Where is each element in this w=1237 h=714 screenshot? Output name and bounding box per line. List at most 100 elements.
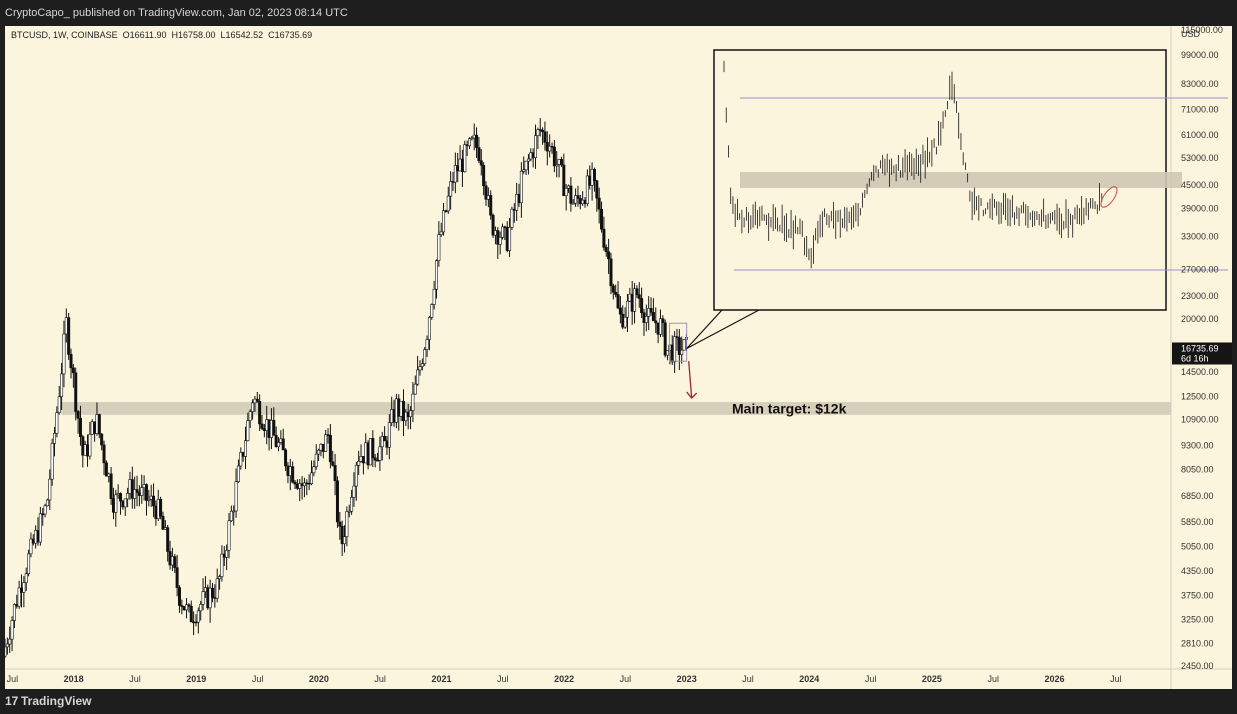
candle-body: [453, 165, 457, 183]
legend-close: C16735.69: [268, 30, 313, 40]
price-tick-label: 71000.00: [1181, 105, 1219, 115]
candle-body: [64, 317, 68, 335]
candle-body: [526, 158, 530, 162]
price-tick-label: 9300.00: [1181, 441, 1214, 451]
candle-body: [357, 460, 361, 466]
candle-body: [29, 538, 33, 555]
price-tick-label: 2810.00: [1181, 638, 1214, 648]
candle-body: [505, 226, 509, 251]
candle-body: [159, 498, 163, 517]
candle-body: [552, 146, 556, 167]
chart-panel[interactable]: Main target: $12k USD 115000.00 99000.00 830…: [5, 26, 1232, 689]
candle-body: [140, 487, 144, 496]
time-tick-label: 2026: [1045, 674, 1065, 684]
candle-body: [121, 500, 125, 508]
candle-body: [343, 536, 347, 545]
candle-body: [475, 134, 479, 148]
candle-body: [564, 187, 568, 197]
candle-body: [425, 339, 429, 350]
candle-body: [618, 307, 622, 315]
candle-body: [326, 434, 330, 436]
candle-body: [27, 553, 31, 575]
candle-body: [529, 152, 533, 160]
candle-body: [592, 169, 596, 181]
candle-body: [670, 344, 674, 363]
candle-body: [550, 145, 554, 148]
candle-body: [109, 473, 113, 499]
candle-body: [241, 452, 245, 457]
candle-body: [385, 440, 389, 448]
candle-body: [111, 498, 115, 513]
candle-body: [413, 383, 417, 395]
candle-body: [682, 339, 686, 351]
candle-body: [246, 420, 250, 441]
candle-body: [338, 521, 342, 527]
candle-body: [133, 489, 137, 499]
price-tick-label: 45000.00: [1181, 180, 1219, 190]
legend-high: H16758.00: [171, 30, 216, 40]
candle-body: [352, 485, 356, 498]
candle-body: [286, 465, 290, 476]
candle-body: [305, 482, 309, 485]
candle-body: [265, 419, 269, 431]
candle-body: [253, 398, 257, 404]
candle-body: [163, 527, 167, 530]
candle-body: [434, 260, 438, 290]
price-tick-label: 4350.00: [1181, 566, 1214, 576]
price-tick-label: 14500.00: [1181, 367, 1219, 377]
candle-body: [192, 621, 196, 624]
time-tick-label: 2021: [431, 674, 451, 684]
candle-body: [571, 202, 575, 205]
candle-body: [201, 591, 205, 605]
candle-body: [189, 606, 193, 623]
candle-body: [78, 417, 82, 438]
candle-body: [291, 466, 295, 483]
currency-label: USD: [1181, 29, 1201, 39]
candle-body: [522, 169, 526, 172]
candle-body: [5, 643, 9, 648]
target-arrow-head: [686, 391, 698, 400]
candle-body: [156, 498, 160, 519]
time-tick-label: 2023: [677, 674, 697, 684]
price-tick-label: 53000.00: [1181, 153, 1219, 163]
candle-body: [17, 587, 21, 607]
candle-body: [45, 499, 49, 507]
candle-body: [185, 604, 189, 611]
candle-body: [182, 606, 186, 611]
candle-body: [567, 185, 571, 189]
price-tick-label: 33000.00: [1181, 231, 1219, 241]
legend-interval: 1W: [53, 30, 67, 40]
candle-body: [347, 510, 351, 513]
candle-body: [444, 210, 448, 212]
candle-body: [368, 438, 372, 466]
candle-body: [116, 493, 120, 496]
candle-body: [104, 462, 108, 477]
candle-body: [5, 646, 7, 657]
candle-body: [510, 208, 514, 228]
candle-body: [449, 181, 453, 197]
candle-body: [581, 199, 585, 205]
candle-body: [534, 135, 538, 158]
candle-body: [10, 620, 14, 640]
current-price-tag: [1172, 342, 1232, 365]
support-zone: [61, 402, 1172, 415]
candle-body: [55, 412, 59, 434]
tradingview-brand-text: TradingView: [21, 694, 92, 708]
candle-body: [437, 234, 441, 261]
candle-body: [215, 578, 219, 599]
tradingview-logo[interactable]: 17 TradingView: [5, 689, 91, 714]
candle-body: [597, 197, 601, 210]
candle-body: [578, 198, 582, 205]
candle-body: [625, 300, 629, 318]
inset-highlight-circle: [1100, 186, 1118, 208]
candle-body: [93, 421, 97, 434]
time-tick-label: Jul: [620, 674, 632, 684]
price-tick-label: 8050.00: [1181, 464, 1214, 474]
candle-body: [616, 294, 620, 309]
candle-body: [295, 483, 299, 489]
candle-body: [611, 285, 615, 293]
candle-body: [531, 152, 535, 158]
candle-body: [406, 411, 410, 418]
candle-body: [397, 398, 401, 417]
